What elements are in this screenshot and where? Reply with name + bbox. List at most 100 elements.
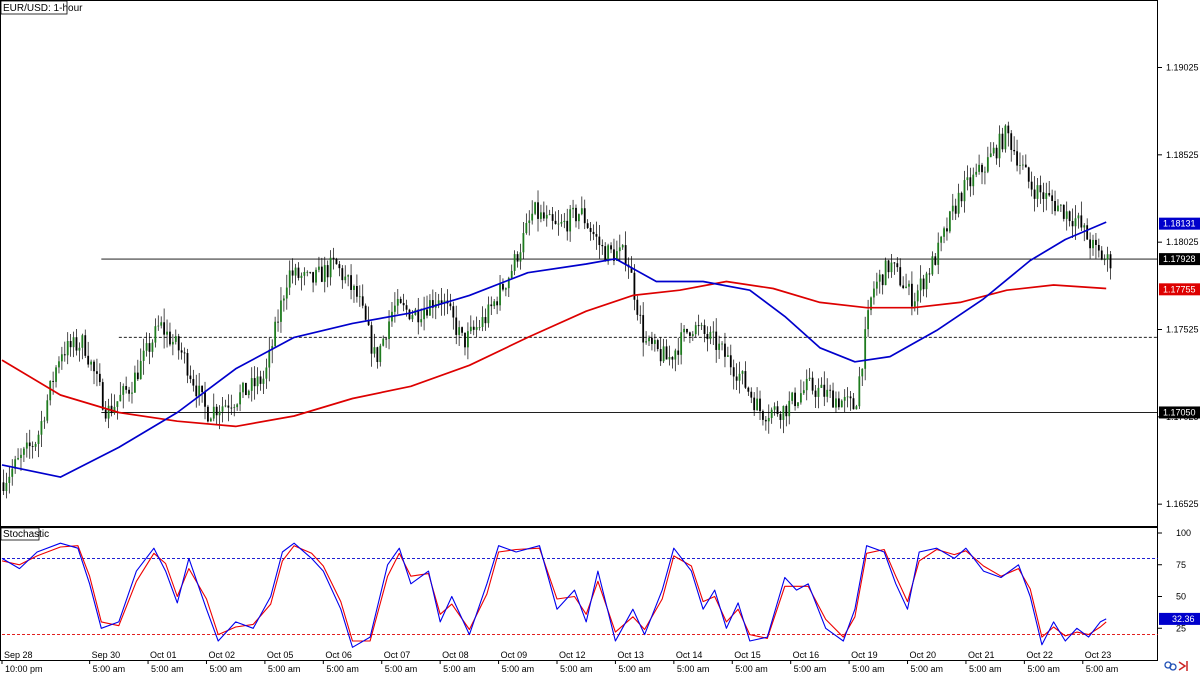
chart-title: EUR/USD: 1-hour [3, 3, 83, 14]
candle [972, 167, 975, 196]
candle [23, 446, 25, 462]
candle [329, 250, 332, 286]
candle [957, 183, 960, 218]
candle [855, 404, 858, 410]
candle [528, 210, 531, 236]
time-tick-date: Oct 19 [851, 650, 878, 660]
candle [683, 325, 685, 342]
candle [773, 402, 776, 416]
candle [767, 404, 770, 434]
candle [890, 253, 893, 278]
candle [510, 264, 513, 280]
candle [1086, 218, 1089, 241]
candle [318, 256, 320, 273]
candle [504, 287, 507, 297]
candle [20, 448, 22, 471]
candle [1004, 124, 1007, 153]
candle [893, 262, 896, 275]
candle [916, 284, 919, 315]
candle [513, 250, 516, 276]
candle [943, 226, 945, 244]
candle [122, 383, 125, 409]
candle [426, 295, 428, 319]
time-tick-date: Sep 28 [4, 650, 33, 660]
price-tick-label: 1.18025 [1166, 237, 1199, 247]
candle [484, 308, 487, 331]
candle [379, 343, 382, 367]
candle [408, 308, 411, 321]
candle [373, 333, 376, 358]
candle [884, 257, 887, 286]
candle [464, 332, 466, 356]
time-tick-time: 5:00 am [852, 664, 885, 674]
candle [729, 344, 732, 376]
price-box-label: 1.17928 [1163, 254, 1196, 264]
candle [902, 276, 905, 290]
candle [656, 338, 659, 352]
candle [242, 381, 244, 399]
candle [887, 259, 890, 279]
candle [922, 274, 925, 297]
candlestick-series [2, 121, 1112, 499]
candle [642, 302, 645, 357]
candle [601, 239, 604, 255]
candle [671, 356, 674, 369]
candle [437, 293, 440, 309]
candle [726, 346, 729, 357]
candle [785, 404, 788, 427]
scroll-to-end-icon[interactable] [1178, 661, 1188, 671]
candle [14, 455, 17, 474]
candle [770, 407, 773, 424]
time-tick-time: 5:00 am [618, 664, 651, 674]
candle [960, 191, 963, 208]
candle [101, 378, 104, 411]
candle [338, 260, 341, 277]
candle [572, 199, 574, 218]
candle [668, 345, 671, 366]
time-tick-date: Oct 22 [1026, 650, 1053, 660]
candle [25, 432, 28, 458]
candle [542, 201, 545, 222]
candle [689, 331, 691, 344]
candle [537, 190, 539, 232]
candle [87, 341, 90, 368]
candle [881, 273, 884, 295]
candle [78, 342, 81, 362]
candle [11, 459, 14, 486]
price-markers: 1.18131 1.17928 1.17755 1.17050 [1159, 217, 1200, 419]
candle [946, 217, 948, 241]
time-tick-time: 5:00 am [93, 664, 126, 674]
candle [741, 370, 744, 385]
candle [899, 258, 902, 287]
candle [236, 403, 239, 411]
candle [247, 389, 250, 399]
candle [31, 441, 34, 459]
candle [878, 269, 881, 294]
candle [873, 281, 875, 305]
candle [487, 296, 490, 328]
candle [835, 391, 837, 413]
time-tick-time: 5:00 am [1086, 664, 1119, 674]
stoch-k-line [1, 542, 1107, 648]
candle [81, 333, 84, 360]
candle [1103, 254, 1106, 266]
stoch-tick-label: 25 [1176, 623, 1186, 633]
stoch-tick-label: 50 [1176, 592, 1186, 602]
candle [481, 306, 484, 332]
candle [648, 335, 650, 347]
candle [788, 391, 791, 425]
candle [358, 285, 361, 307]
price-box-label: 1.18131 [1163, 219, 1196, 229]
candle [794, 387, 796, 411]
candle [166, 319, 168, 348]
candle [8, 466, 11, 494]
candle [662, 338, 665, 364]
price-box-2: 1.17755 [1159, 283, 1200, 296]
candle [475, 316, 478, 338]
link-icon[interactable] [1164, 661, 1177, 671]
price-tick-label: 1.18525 [1166, 150, 1199, 160]
candle [1095, 232, 1097, 259]
candle [224, 399, 227, 408]
time-tick-time: 5:00 am [677, 664, 710, 674]
candle [326, 260, 329, 288]
